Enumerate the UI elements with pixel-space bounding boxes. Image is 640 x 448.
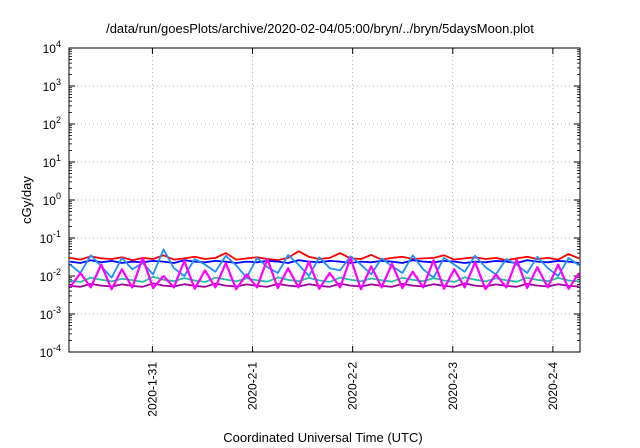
- x-tick-label: 2020-2-1: [246, 362, 260, 410]
- axis-ticks: 10-4 10-3 10-2 10-1 100 101 102 103 104 2020-1-31…: [40, 39, 580, 417]
- x-tick-label: 2020-2-3: [446, 362, 460, 410]
- y-tick-label: 103: [43, 77, 61, 94]
- y-tick-label: 100: [43, 191, 61, 208]
- y-tick-label: 101: [43, 153, 61, 170]
- series-lines: [69, 248, 580, 291]
- y-axis-label: cGy/day: [19, 176, 34, 224]
- x-tick-label: 2020-1-31: [145, 362, 159, 417]
- series-line: [69, 282, 580, 288]
- grid-lines: [69, 48, 580, 352]
- series-line: [69, 248, 580, 279]
- y-tick-label: 104: [43, 39, 61, 56]
- y-tick-label: 102: [43, 115, 61, 132]
- y-tick-label: 10-2: [40, 267, 61, 284]
- x-tick-label: 2020-2-4: [546, 362, 560, 410]
- series-line: [69, 256, 580, 291]
- y-tick-label: 10-4: [40, 343, 61, 360]
- y-tick-label: 10-1: [40, 229, 61, 246]
- chart-title: /data/run/goesPlots/archive/2020-02-04/0…: [106, 21, 534, 36]
- x-tick-label: 2020-2-2: [346, 362, 360, 410]
- plot-frame: [68, 47, 581, 353]
- x-axis-label: Coordinated Universal Time (UTC): [223, 430, 422, 445]
- series-line: [69, 250, 580, 262]
- y-tick-label: 10-3: [40, 305, 61, 322]
